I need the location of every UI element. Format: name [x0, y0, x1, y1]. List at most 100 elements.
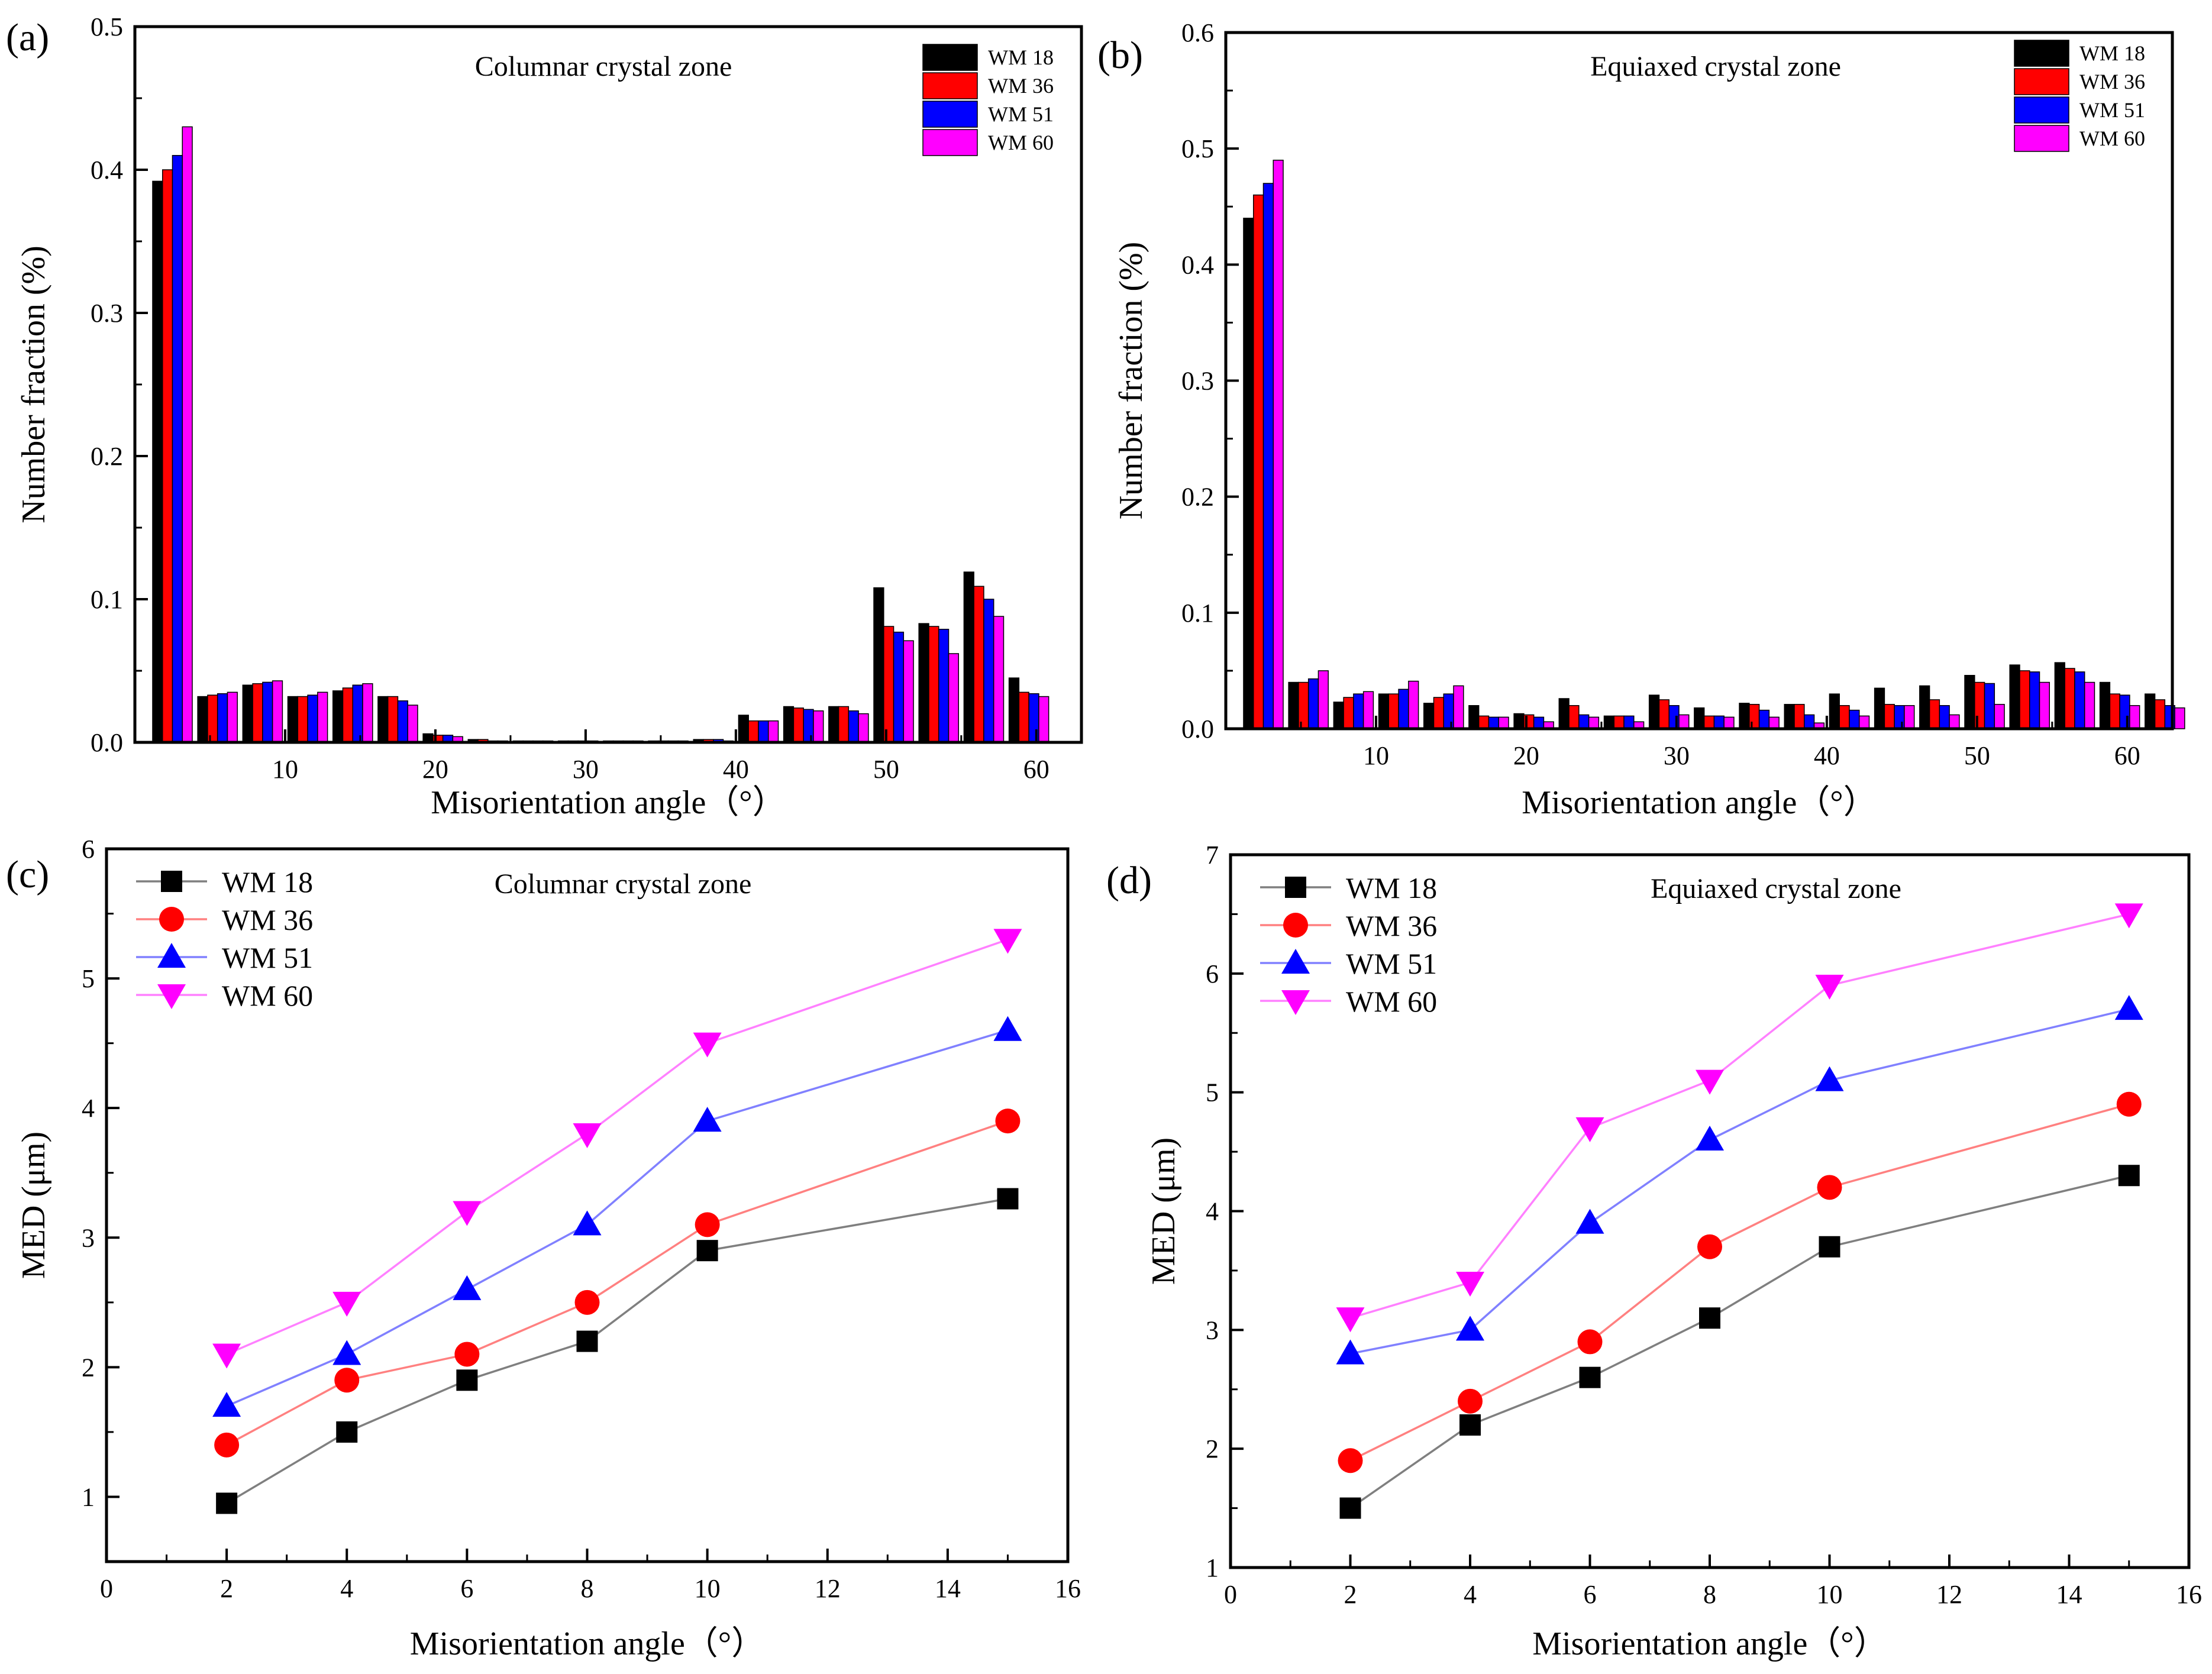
legend-label-wm-18: WM 18 — [222, 865, 313, 899]
y-tick-label: 4 — [1206, 1197, 1219, 1226]
bar-wm-60 — [1768, 716, 1780, 729]
y-tick-label: 0.4 — [91, 156, 123, 185]
x-axis-label: Misorientation angle（°） — [1522, 784, 1876, 821]
line-wm-36 — [1349, 1103, 2130, 1462]
x-tick-label: 6 — [1584, 1580, 1597, 1609]
point-wm-51 — [1456, 1316, 1484, 1341]
legend-label-wm-51: WM 51 — [222, 941, 313, 974]
bar-wm-18 — [1468, 705, 1480, 729]
y-tick-label: 3 — [82, 1223, 95, 1252]
bar-wm-18 — [377, 696, 389, 743]
line-wm-60 — [1350, 913, 2130, 1319]
bar-wm-18 — [287, 696, 299, 743]
point-wm-36 — [1338, 1448, 1363, 1473]
bar-wm-36 — [342, 687, 354, 743]
bar-wm-36 — [1794, 704, 1805, 729]
point-wm-60 — [453, 1201, 482, 1226]
bar-wm-18 — [1784, 704, 1795, 729]
bar-wm-18 — [197, 696, 208, 743]
y-tick-label: 5 — [82, 964, 95, 993]
bar-wm-18 — [1964, 675, 1975, 729]
bar-wm-36 — [838, 706, 850, 743]
point-wm-18 — [456, 1369, 478, 1391]
point-wm-36 — [574, 1290, 600, 1315]
bar-wm-60 — [1858, 715, 1870, 729]
y-tick-label: 0.6 — [1181, 18, 1214, 47]
y-tick-label: 0.3 — [91, 299, 123, 328]
bar-wm-60 — [1038, 696, 1050, 743]
x-axis-label: Misorientation angle（°） — [431, 784, 785, 821]
bar-wm-60 — [1678, 714, 1690, 729]
bar-wm-18 — [1333, 702, 1344, 729]
bar-wm-36 — [793, 707, 804, 743]
point-wm-51 — [993, 1016, 1022, 1041]
x-tick-label: 10 — [1817, 1580, 1843, 1609]
panel-label: (d) — [1106, 859, 1152, 902]
bar-wm-60 — [362, 683, 373, 743]
y-tick-label: 0.3 — [1181, 367, 1214, 396]
bar-wm-18 — [1648, 694, 1660, 729]
bar-wm-36 — [297, 696, 308, 743]
point-wm-60 — [993, 929, 1022, 954]
bar-wm-60 — [858, 713, 869, 743]
x-tick-label: 16 — [1055, 1574, 1081, 1603]
x-tick-label: 0 — [1224, 1580, 1237, 1609]
bar-wm-36 — [1388, 693, 1399, 729]
x-tick-label: 30 — [1664, 741, 1690, 770]
bar-wm-51 — [893, 631, 905, 743]
bar-wm-51 — [1939, 705, 1950, 729]
bar-wm-18 — [2099, 681, 2111, 729]
legend-swatch-wm-51 — [2014, 96, 2069, 124]
bar-wm-36 — [1298, 681, 1309, 729]
point-wm-51 — [332, 1340, 361, 1365]
bar-wm-60 — [948, 653, 960, 743]
bar-wm-36 — [1884, 704, 1895, 729]
x-tick-label: 6 — [460, 1574, 473, 1603]
point-wm-51 — [453, 1275, 482, 1300]
bar-wm-51 — [1353, 693, 1364, 729]
point-wm-51 — [573, 1210, 602, 1236]
bar-wm-18 — [1423, 703, 1435, 729]
bar-wm-51 — [1713, 715, 1725, 729]
point-wm-36 — [454, 1342, 480, 1367]
series-wm-36 — [214, 1109, 1021, 1458]
bar-wm-18 — [828, 706, 839, 743]
legend-label-wm-18: WM 18 — [2079, 41, 2145, 65]
point-wm-18 — [216, 1492, 238, 1514]
y-tick-label: 0.1 — [1181, 599, 1214, 628]
bar-wm-51 — [172, 155, 183, 743]
bar-wm-36 — [1839, 705, 1850, 729]
line-wm-36 — [226, 1120, 1009, 1446]
point-wm-51 — [212, 1392, 241, 1417]
bar-wm-36 — [2064, 668, 2075, 729]
bar-wm-18 — [1603, 715, 1615, 729]
point-wm-18 — [1459, 1414, 1481, 1436]
bar-wm-60 — [317, 691, 328, 743]
bar-wm-18 — [332, 690, 344, 743]
bar-wm-60 — [813, 710, 824, 743]
y-tick-label: 2 — [1206, 1434, 1219, 1463]
bar-wm-18 — [2054, 662, 2065, 729]
legend-label-wm-60: WM 60 — [1346, 985, 1437, 1018]
legend-marker-wm-18 — [161, 871, 182, 892]
y-tick-label: 0.2 — [1181, 483, 1214, 512]
x-tick-label: 14 — [2056, 1580, 2082, 1609]
y-tick-label: 0.1 — [91, 585, 123, 614]
bar-wm-36 — [748, 720, 759, 743]
point-wm-60 — [573, 1123, 602, 1148]
chart-title: Columnar crystal zone — [495, 868, 752, 900]
bar-wm-18 — [2145, 693, 2156, 729]
panel-label: (b) — [1097, 34, 1143, 77]
bar-wm-18 — [1739, 703, 1750, 729]
bar-wm-51 — [217, 693, 228, 743]
bar-wm-36 — [1343, 697, 1354, 729]
y-tick-label: 3 — [1206, 1316, 1219, 1345]
point-wm-60 — [2114, 903, 2143, 929]
series-wm-18 — [216, 1188, 1019, 1514]
bar-wm-60 — [272, 680, 283, 743]
y-tick-label: 0.5 — [91, 12, 123, 41]
legend-marker-wm-51 — [157, 943, 186, 968]
bar-wm-36 — [252, 683, 263, 743]
bar-wm-51 — [262, 681, 273, 743]
